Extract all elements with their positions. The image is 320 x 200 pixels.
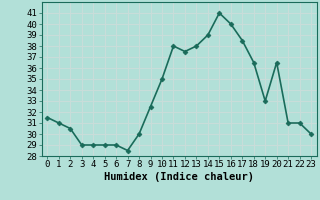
X-axis label: Humidex (Indice chaleur): Humidex (Indice chaleur) [104, 172, 254, 182]
